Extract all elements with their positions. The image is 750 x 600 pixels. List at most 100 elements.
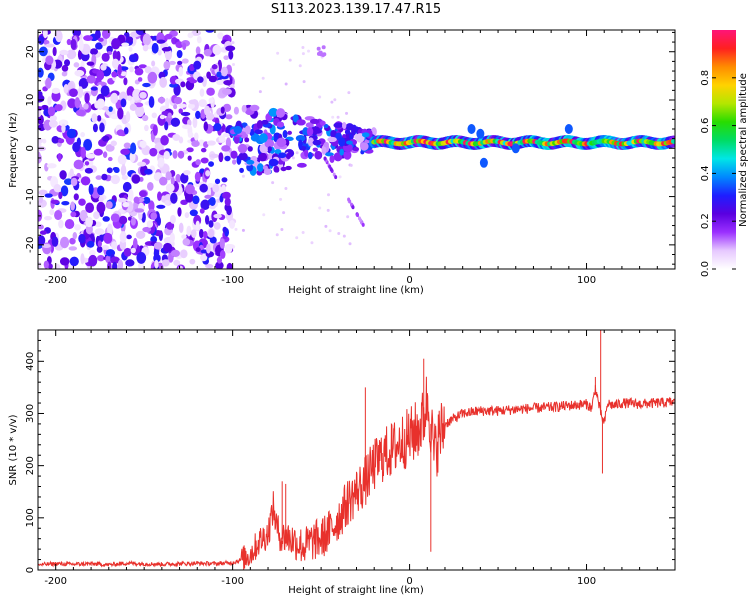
spectrogram-cell <box>151 112 157 119</box>
spectrogram-cell <box>328 229 332 233</box>
spectrogram-cell <box>189 79 198 84</box>
spectrogram-cell <box>84 92 90 104</box>
spectrogram-cell <box>342 234 346 238</box>
spectrogram-cell <box>170 192 178 204</box>
spectrogram-cell <box>123 127 129 135</box>
spectrogram-cell <box>193 60 202 70</box>
spectrogram-cell <box>305 122 314 128</box>
spectrogram-cell <box>156 216 162 226</box>
spectrogram-cell <box>208 228 215 238</box>
spectrogram-cell <box>69 168 74 178</box>
spectrogram-cell <box>80 146 86 159</box>
spectrogram-cell <box>223 79 233 86</box>
spectrogram-cell <box>135 105 145 118</box>
spectrogram-cell <box>160 135 169 146</box>
spectrogram-cell <box>130 142 137 155</box>
spectrogram-cell <box>275 233 279 237</box>
spectrogram-cell <box>42 30 48 39</box>
spectrogram-cell <box>280 228 284 232</box>
spectrogram-cell <box>198 100 208 108</box>
snr-panel: -200 -100 0 100 0 100 200 300 400 Height of str… <box>8 329 676 596</box>
spectrogram-cell <box>130 247 136 254</box>
spectrogram-cell <box>134 102 144 108</box>
spectrogram-cell <box>511 143 520 154</box>
spectrogram-cell <box>217 32 224 40</box>
spectrogram-cell <box>137 161 147 167</box>
spectrogram-cell <box>180 172 189 184</box>
spectrogram-cell <box>135 230 146 239</box>
spectrogram-cell <box>120 148 130 155</box>
spectrogram-cell <box>151 60 156 67</box>
spectrogram-cell <box>184 212 190 219</box>
spectrogram-cell <box>107 223 113 236</box>
spectrogram-cell <box>51 236 59 247</box>
spectrogram-cell <box>199 88 205 97</box>
spectrogram-cell <box>325 152 334 157</box>
spectrogram-cell <box>219 238 225 249</box>
spectrogram-cell <box>151 42 159 54</box>
spectrogram-cell <box>212 44 222 56</box>
spectrogram-cell <box>287 130 292 135</box>
spectrogram-cell <box>181 234 187 239</box>
spectrogram-cell <box>185 184 195 195</box>
spectrogram-cell <box>298 64 302 68</box>
spectrogram-cell <box>312 139 322 146</box>
spectrogram-cell <box>337 231 341 235</box>
spectrogram-cell <box>214 178 221 185</box>
spectrogram-cell <box>195 159 201 166</box>
spectrogram-cell <box>168 60 176 65</box>
spectrogram-cell <box>131 174 141 184</box>
spectrogram-cell <box>74 97 81 109</box>
spectrogram-cell <box>69 88 78 97</box>
spectrogram-cell <box>144 124 149 132</box>
spectrogram-cell <box>78 233 86 244</box>
spectrogram-cell <box>159 114 166 120</box>
spectrogram-cell <box>154 259 159 269</box>
spectrogram-cell <box>202 231 208 239</box>
spectrogram-cell <box>38 35 45 45</box>
spectrogram-cell <box>334 175 338 180</box>
spectrogram-cell <box>38 195 43 204</box>
spectrogram-cell <box>63 83 69 94</box>
spectrogram-cell <box>228 50 234 60</box>
spectrogram-cell <box>132 88 142 101</box>
spectrogram-cell <box>110 113 119 120</box>
spectrogram-cell <box>112 50 118 61</box>
spectrogram-cell <box>52 46 57 57</box>
spectrogram-cell <box>186 147 194 153</box>
spectrogram-cell <box>229 219 236 229</box>
spectrogram-cell <box>95 175 103 180</box>
spectrogram-cell <box>58 119 69 127</box>
spectrogram-cell <box>361 222 365 227</box>
spectrogram-cell <box>285 153 291 160</box>
spectrogram-cell <box>66 128 77 139</box>
spectrogram-cell <box>224 197 231 207</box>
spectrogram-cell <box>153 241 163 250</box>
spectrogram-cell <box>285 165 292 171</box>
spectrogram-cell <box>261 76 265 80</box>
spectrogram-cell <box>91 113 98 123</box>
spectrogram-cell <box>121 175 128 181</box>
spectrogram-cell <box>295 134 306 142</box>
spectrogram-cell <box>213 213 222 219</box>
spectrogram-cell <box>241 174 245 178</box>
spectrogram-cell <box>45 55 54 66</box>
spectrogram-cell <box>134 67 144 76</box>
spectrogram-cell <box>257 163 264 172</box>
spectrogram-cell <box>128 46 133 52</box>
spectrogram-cell <box>326 208 330 212</box>
spectrogram-cell <box>275 108 286 118</box>
spectrogram-cell <box>135 30 146 36</box>
spectrogram-cell <box>292 114 299 123</box>
spectrogram-cell <box>206 243 211 254</box>
spectrogram-cell <box>53 184 62 193</box>
spectrogram-cell <box>208 161 215 167</box>
spectrogram-cell <box>314 150 323 160</box>
spectrogram-cell <box>125 111 131 123</box>
spectrogram-cell <box>38 110 42 118</box>
spectrogram-cell <box>96 115 102 122</box>
snr-spikes <box>281 330 603 552</box>
spectrogram-cell <box>313 125 318 136</box>
spectrogram-cell <box>309 118 320 125</box>
